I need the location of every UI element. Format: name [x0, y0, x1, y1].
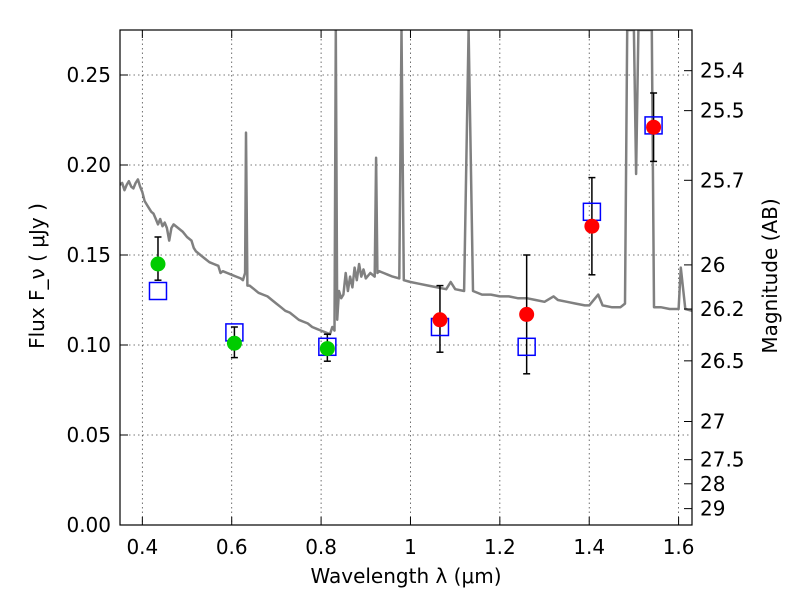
- model-photometry-boxes: [148, 116, 663, 357]
- observed-point-red: [432, 312, 448, 328]
- right-tick-label: 26.5: [700, 349, 745, 373]
- observed-point-red: [584, 218, 600, 234]
- observed-point-green: [150, 256, 166, 272]
- model-spectrum: [120, 30, 692, 336]
- error-bars: [154, 92, 658, 375]
- x-tick-label: 1.2: [484, 535, 516, 559]
- y-tick-label: 0.25: [66, 63, 111, 87]
- right-tick-label: 25.4: [700, 59, 745, 83]
- right-tick-label: 27: [700, 410, 725, 434]
- y-tick-label: 0.00: [66, 513, 111, 537]
- y-tick-label: 0.15: [66, 243, 111, 267]
- grid-lines: [120, 30, 692, 526]
- y-tick-label: 0.20: [66, 153, 111, 177]
- observed-point-green: [226, 335, 242, 351]
- y-axis-label: Flux F_ν ( μJy ): [25, 203, 49, 349]
- right-tick-label: 26: [700, 253, 725, 277]
- y-tick-label: 0.05: [66, 423, 111, 447]
- x-tick-label: 0.8: [305, 535, 337, 559]
- x-tick-label: 1: [404, 535, 417, 559]
- right-axis-label: Magnitude (AB): [758, 198, 782, 353]
- model-photometry-box: [148, 281, 168, 301]
- right-tick-label: 25.7: [700, 168, 745, 192]
- x-tick-label: 1.6: [663, 535, 695, 559]
- right-tick-label: 29: [700, 497, 725, 521]
- model-photometry-box: [517, 337, 536, 357]
- x-tick-label: 0.4: [126, 535, 158, 559]
- x-axis-label: Wavelength λ (μm): [310, 564, 501, 588]
- observed-point-red: [646, 119, 662, 135]
- y-tick-labels: 0.00 0.05 0.10 0.15 0.20 0.25: [66, 63, 111, 537]
- right-tick-label: 26.2: [700, 297, 745, 321]
- x-tick-label: 1.4: [573, 535, 605, 559]
- model-spectrum-line: [120, 30, 692, 336]
- x-tick-labels: 0.4 0.6 0.8 1 1.2 1.4 1.6: [126, 535, 694, 559]
- y-tick-label: 0.10: [66, 333, 111, 357]
- right-tick-label: 27.5: [700, 448, 745, 472]
- right-tick-label: 25.5: [700, 99, 745, 123]
- observed-point-red: [519, 306, 535, 322]
- observed-points: [150, 119, 662, 357]
- x-tick-label: 0.6: [216, 535, 248, 559]
- right-tick-label: 28: [700, 472, 725, 496]
- plot-frame: [119, 29, 693, 526]
- observed-point-green: [319, 341, 335, 357]
- axis-ticks: [120, 30, 692, 526]
